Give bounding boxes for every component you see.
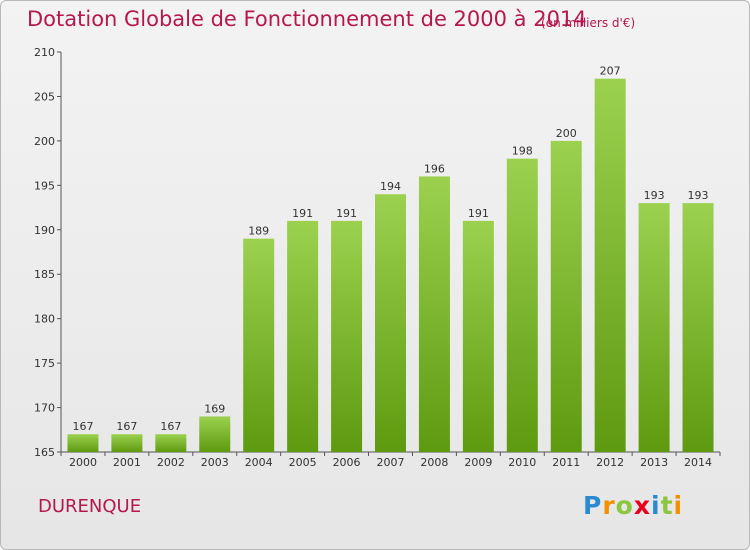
x-tick-label: 2011: [552, 456, 580, 469]
bar-value-label: 191: [292, 207, 313, 220]
bar-value-label: 194: [380, 180, 401, 193]
y-tick-label: 185: [34, 268, 55, 281]
y-tick-label: 175: [34, 357, 55, 370]
bar-value-label: 191: [468, 207, 489, 220]
x-tick-label: 2009: [464, 456, 492, 469]
x-tick-label: 2001: [113, 456, 141, 469]
x-tick-label: 2003: [201, 456, 229, 469]
y-tick-label: 200: [34, 135, 55, 148]
logo-letter: o: [615, 491, 634, 520]
bar-value-label: 167: [160, 420, 181, 433]
x-tick-label: 2007: [377, 456, 405, 469]
bar-value-label: 167: [116, 420, 137, 433]
x-tick-label: 2000: [69, 456, 97, 469]
commune-name: DURENQUE: [38, 496, 142, 517]
logo-letter: r: [602, 491, 616, 520]
x-tick-label: 2008: [420, 456, 448, 469]
x-tick-label: 2002: [157, 456, 185, 469]
bar-value-label: 189: [248, 225, 269, 238]
bar-value-label: 193: [688, 189, 709, 202]
x-tick-label: 2006: [333, 456, 361, 469]
bar: [331, 220, 363, 452]
bar: [111, 434, 143, 452]
bar: [638, 203, 670, 452]
bar-value-label: 200: [556, 127, 577, 140]
bar-value-label: 198: [512, 145, 533, 158]
logo-letter: t: [660, 491, 674, 520]
bar-value-label: 193: [644, 189, 665, 202]
logo-letter: x: [633, 491, 651, 520]
chart-axes: 165 170 175 180 185 190 195 200 205 210: [34, 46, 721, 459]
bar-value-label: 207: [600, 65, 621, 78]
y-tick-label: 180: [34, 313, 55, 326]
x-tick-label: 2004: [245, 456, 273, 469]
bar-value-label: 167: [72, 420, 93, 433]
logo-letter: i: [651, 491, 661, 520]
chart-bars: [67, 78, 714, 453]
bar: [375, 194, 406, 452]
y-tick-label: 195: [34, 179, 55, 192]
bar: [462, 220, 494, 452]
y-tick-label: 170: [34, 402, 55, 415]
bar: [287, 220, 319, 452]
x-tick-label: 2010: [508, 456, 536, 469]
y-tick-label: 205: [34, 90, 55, 103]
bar: [550, 140, 582, 452]
chart-subtitle: (en milliers d'€): [541, 16, 636, 30]
logo-letter: P: [583, 491, 603, 520]
y-tick-label: 210: [34, 46, 55, 59]
bar: [682, 203, 714, 452]
y-tick-label: 190: [34, 224, 55, 237]
bar: [243, 238, 275, 452]
chart-labels: 2000 167 2001 167 2002 167 2003 169 2004 189 2005 1…: [69, 65, 712, 469]
bar-value-label: 169: [204, 402, 225, 415]
bar: [155, 434, 187, 452]
bar: [506, 158, 538, 452]
logo-letter: i: [673, 491, 684, 520]
bar-value-label: 191: [336, 207, 357, 220]
x-tick-label: 2013: [640, 456, 668, 469]
bar: [418, 176, 450, 452]
bar: [594, 78, 626, 453]
x-tick-label: 2012: [596, 456, 624, 469]
x-tick-label: 2005: [289, 456, 317, 469]
y-tick-label: 165: [34, 446, 55, 459]
chart-title: Dotation Globale de Fonctionnement de 20…: [27, 7, 587, 31]
proxiti-logo[interactable]: Proxiti: [583, 491, 683, 520]
bar: [199, 416, 231, 452]
x-tick-label: 2014: [684, 456, 712, 469]
bar: [67, 434, 99, 452]
bar-value-label: 196: [424, 162, 445, 175]
